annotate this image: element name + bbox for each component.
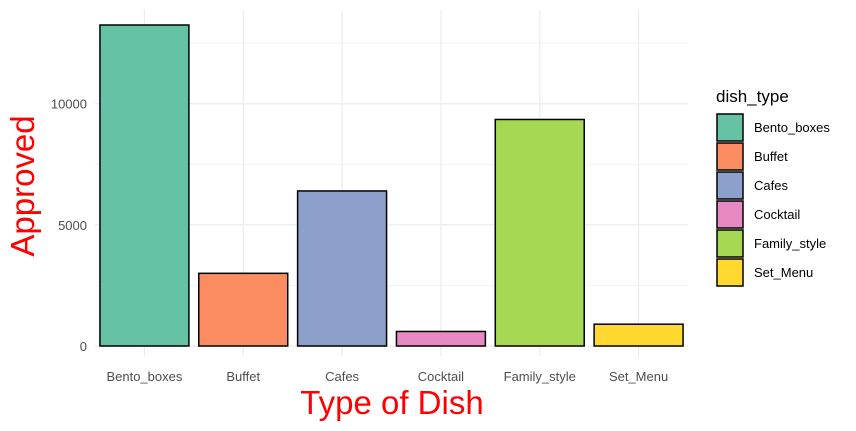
x-tick-label: Cocktail [418, 369, 464, 384]
legend-key-Set_Menu [716, 258, 744, 287]
bar-Buffet [198, 272, 289, 347]
x-tick-label: Cafes [325, 369, 359, 384]
x-tick-label: Bento_boxes [106, 369, 182, 384]
legend-label: Cafes [754, 178, 788, 193]
legend-key-Cafes [716, 171, 744, 200]
legend-label: Cocktail [754, 207, 800, 222]
x-tick-label: Buffet [226, 369, 260, 384]
legend-key-Family_style [716, 229, 744, 258]
legend-label: Buffet [754, 149, 788, 164]
x-tick-label: Family_style [504, 369, 576, 384]
x-tick-label: Set_Menu [609, 369, 668, 384]
bars [99, 24, 684, 347]
legend-label: Set_Menu [754, 265, 813, 280]
grid-lines [95, 10, 688, 356]
y-tick-label: 0 [80, 339, 87, 354]
x-axis-ticks: Bento_boxes Buffet Cafes Cocktail Family_sty… [106, 369, 668, 384]
x-axis-title: Type of Dish [300, 384, 483, 421]
y-axis-title: Approved [4, 115, 41, 256]
legend-key-Buffet [716, 142, 744, 171]
bar-Set_Menu [593, 323, 684, 347]
bar-Cocktail [395, 330, 487, 347]
bar-Family_style [494, 118, 585, 347]
bar-Cafes [296, 190, 388, 347]
legend-key-Bento_boxes [716, 113, 744, 142]
legend-key-Cocktail [716, 200, 744, 229]
y-tick-label: 5000 [58, 218, 87, 233]
bar-Bento_boxes [99, 24, 190, 347]
legend-label: Bento_boxes [754, 120, 830, 135]
legend-title: dish_type [716, 87, 789, 106]
y-axis-ticks: 0 5000 10000 [51, 97, 87, 354]
legend: dish_type Bento_boxes Buffet Cafes Cocktail… [716, 87, 830, 287]
y-tick-label: 10000 [51, 97, 87, 112]
legend-label: Family_style [754, 236, 826, 251]
